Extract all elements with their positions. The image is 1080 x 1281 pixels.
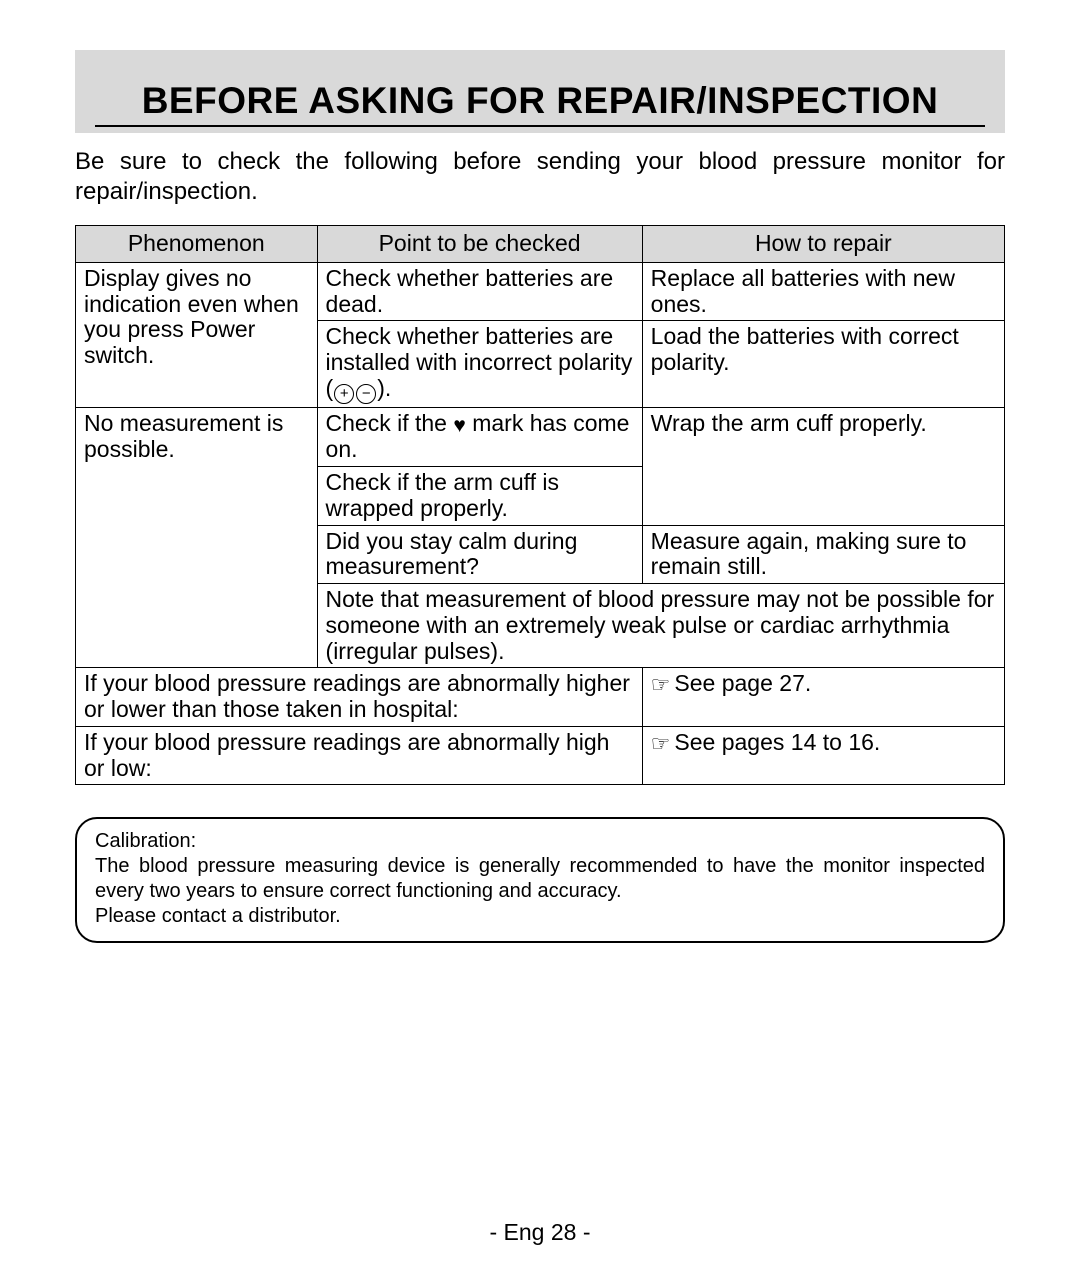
cell-point: Check if the ♥ mark has come on. bbox=[317, 407, 642, 466]
cell-point: Check whether batteries are installed wi… bbox=[317, 321, 642, 408]
table-row: If your blood pressure readings are abno… bbox=[76, 726, 1005, 785]
cell-point: Check if the arm cuff is wrapped properl… bbox=[317, 467, 642, 526]
table-row: No measurement is possible. Check if the… bbox=[76, 407, 1005, 466]
heart-icon: ♥ bbox=[453, 414, 465, 437]
header-repair: How to repair bbox=[642, 226, 1004, 263]
cell-ref: ☞See page 27. bbox=[642, 668, 1004, 727]
calibration-box: Calibration: The blood pressure measurin… bbox=[75, 817, 1005, 943]
cell-repair: Load the batteries with correct polarity… bbox=[642, 321, 1004, 408]
cell-ref: ☞See pages 14 to 16. bbox=[642, 726, 1004, 785]
page-title: BEFORE ASKING FOR REPAIR/INSPECTION bbox=[95, 80, 985, 127]
table-row: If your blood pressure readings are abno… bbox=[76, 668, 1005, 727]
point-text-after: ). bbox=[377, 375, 391, 401]
troubleshoot-table: Phenomenon Point to be checked How to re… bbox=[75, 225, 1005, 785]
cell-repair: Measure again, making sure to remain sti… bbox=[642, 525, 1004, 584]
cell-phenomenon: No measurement is possible. bbox=[76, 407, 318, 668]
calibration-contact: Please contact a distributor. bbox=[95, 904, 985, 929]
calibration-body: The blood pressure measuring device is g… bbox=[95, 854, 985, 904]
header-point: Point to be checked bbox=[317, 226, 642, 263]
calibration-label: Calibration: bbox=[95, 829, 985, 854]
cell-repair: Replace all batteries with new ones. bbox=[642, 262, 1004, 321]
plus-icon: + bbox=[334, 384, 354, 404]
point-text-before: Check if the bbox=[326, 410, 447, 436]
pointer-icon: ☞ bbox=[651, 672, 671, 697]
cell-point: Check whether batteries are dead. bbox=[317, 262, 642, 321]
ref-text: See page 27. bbox=[674, 670, 811, 696]
cell-phenomenon-wide: If your blood pressure readings are abno… bbox=[76, 668, 643, 727]
ref-text: See pages 14 to 16. bbox=[674, 729, 880, 755]
title-band: BEFORE ASKING FOR REPAIR/INSPECTION bbox=[75, 50, 1005, 133]
table-header-row: Phenomenon Point to be checked How to re… bbox=[76, 226, 1005, 263]
cell-note: Note that measurement of blood pressure … bbox=[317, 584, 1004, 668]
cell-point: Did you stay calm during measurement? bbox=[317, 525, 642, 584]
page-number: - Eng 28 - bbox=[0, 1219, 1080, 1246]
intro-text: Be sure to check the following before se… bbox=[75, 147, 1005, 207]
manual-page: BEFORE ASKING FOR REPAIR/INSPECTION Be s… bbox=[0, 0, 1080, 1281]
cell-phenomenon-wide: If your blood pressure readings are abno… bbox=[76, 726, 643, 785]
minus-icon: − bbox=[356, 384, 376, 404]
cell-phenomenon: Display gives no indication even when yo… bbox=[76, 262, 318, 407]
cell-repair: Wrap the arm cuff properly. bbox=[642, 407, 1004, 525]
header-phenomenon: Phenomenon bbox=[76, 226, 318, 263]
table-row: Display gives no indication even when yo… bbox=[76, 262, 1005, 321]
pointer-icon: ☞ bbox=[651, 731, 671, 756]
